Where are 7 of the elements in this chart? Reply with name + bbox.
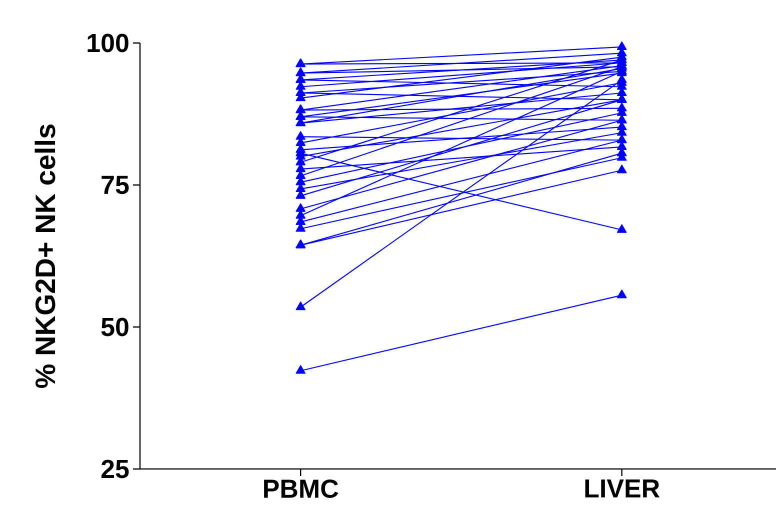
y-tick-label: 75 bbox=[102, 176, 129, 194]
x-tick-label: LIVER bbox=[585, 480, 660, 498]
y-axis-title: % NKG2D+ NK cells bbox=[34, 124, 56, 388]
y-tick-label: 50 bbox=[101, 318, 128, 336]
y-tick-label: 100 bbox=[88, 34, 128, 52]
y-tick-label: 25 bbox=[101, 460, 129, 478]
x-tick-label: PBMC bbox=[264, 480, 338, 498]
